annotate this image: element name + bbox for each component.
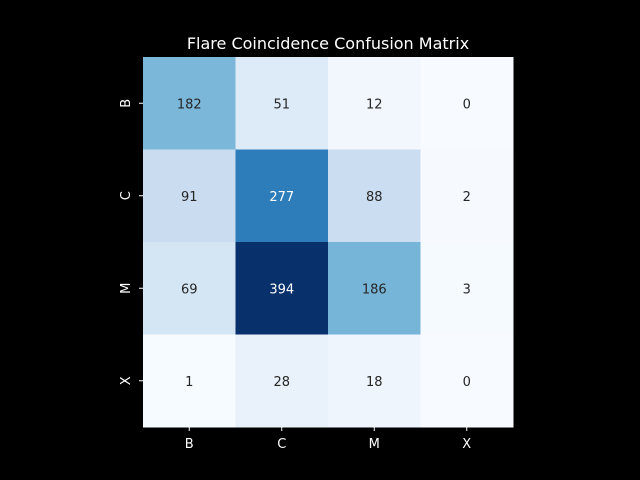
heatmap-cell-B-C — [235, 57, 329, 150]
cell-value-label: 69 — [181, 282, 198, 297]
heatmap-cell-B-B — [143, 57, 236, 150]
y-tick-label: B — [119, 99, 134, 108]
x-tick-label: C — [277, 437, 286, 452]
cell-value-label: 12 — [366, 97, 383, 112]
heatmap-cell-M-B — [143, 242, 236, 335]
heatmap-cell-C-X — [420, 149, 514, 243]
cell-value-label: 182 — [177, 97, 202, 112]
chart-title: Flare Coincidence Confusion Matrix — [187, 34, 469, 53]
cell-value-label: 186 — [362, 282, 387, 297]
heatmap-cell-X-C — [235, 334, 329, 428]
cell-value-label: 88 — [366, 190, 383, 205]
heatmap-cells: 182 51 12 0 91 277 88 2 69 394 186 3 1 28 18 0 — [143, 57, 514, 428]
heatmap-cell-C-M — [328, 149, 421, 243]
cell-value-label: 18 — [366, 375, 383, 390]
cell-value-label: 3 — [463, 282, 471, 297]
heatmap-cell-M-M — [328, 242, 421, 335]
cell-value-label: 277 — [269, 190, 294, 205]
cell-value-label: 91 — [181, 190, 198, 205]
heatmap-cell-C-B — [143, 149, 236, 243]
heatmap-cell-M-C — [235, 242, 329, 335]
x-tick-label: X — [462, 437, 471, 452]
x-tick-label: M — [369, 437, 380, 452]
heatmap-cell-B-X — [420, 57, 514, 150]
heatmap-cell-M-X — [420, 242, 514, 335]
y-tick-label: M — [119, 283, 134, 294]
heatmap-cell-X-B — [143, 334, 236, 428]
cell-value-label: 394 — [269, 282, 294, 297]
heatmap-cell-X-X — [420, 334, 514, 428]
cell-value-label: 2 — [463, 190, 471, 205]
y-tick-label: C — [119, 191, 134, 200]
y-axis: B C M X — [119, 99, 143, 385]
y-tick-label: X — [119, 376, 134, 385]
cell-value-label: 51 — [273, 97, 290, 112]
cell-value-label: 0 — [463, 375, 471, 390]
heatmap-cell-C-C — [235, 149, 329, 243]
cell-value-label: 0 — [463, 97, 471, 112]
x-tick-label: B — [185, 437, 194, 452]
heatmap-cell-X-M — [328, 334, 421, 428]
cell-value-label: 1 — [185, 375, 193, 390]
cell-value-label: 28 — [273, 375, 290, 390]
heatmap-cell-B-M — [328, 57, 421, 150]
